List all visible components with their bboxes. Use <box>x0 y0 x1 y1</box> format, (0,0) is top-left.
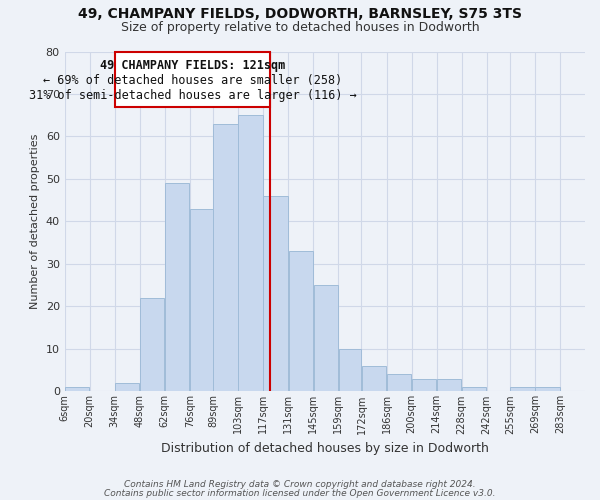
Text: Size of property relative to detached houses in Dodworth: Size of property relative to detached ho… <box>121 21 479 34</box>
Bar <box>387 374 411 392</box>
Bar <box>437 378 461 392</box>
Bar <box>362 366 386 392</box>
FancyBboxPatch shape <box>115 52 270 106</box>
Bar <box>289 251 313 392</box>
Text: ← 69% of detached houses are smaller (258): ← 69% of detached houses are smaller (25… <box>43 74 342 86</box>
X-axis label: Distribution of detached houses by size in Dodworth: Distribution of detached houses by size … <box>161 442 489 455</box>
Bar <box>115 383 139 392</box>
Bar <box>165 183 190 392</box>
Text: 49 CHAMPANY FIELDS: 121sqm: 49 CHAMPANY FIELDS: 121sqm <box>100 59 285 72</box>
Bar <box>412 378 436 392</box>
Bar <box>338 349 361 392</box>
Bar <box>238 115 263 392</box>
Bar <box>65 387 89 392</box>
Text: Contains HM Land Registry data © Crown copyright and database right 2024.: Contains HM Land Registry data © Crown c… <box>124 480 476 489</box>
Bar <box>510 387 535 392</box>
Bar <box>535 387 560 392</box>
Text: 31% of semi-detached houses are larger (116) →: 31% of semi-detached houses are larger (… <box>29 89 356 102</box>
Bar <box>140 298 164 392</box>
Bar <box>214 124 238 392</box>
Y-axis label: Number of detached properties: Number of detached properties <box>30 134 40 309</box>
Bar <box>190 208 212 392</box>
Bar <box>263 196 288 392</box>
Bar <box>462 387 486 392</box>
Text: Contains public sector information licensed under the Open Government Licence v3: Contains public sector information licen… <box>104 489 496 498</box>
Bar <box>314 285 338 392</box>
Text: 49, CHAMPANY FIELDS, DODWORTH, BARNSLEY, S75 3TS: 49, CHAMPANY FIELDS, DODWORTH, BARNSLEY,… <box>78 8 522 22</box>
